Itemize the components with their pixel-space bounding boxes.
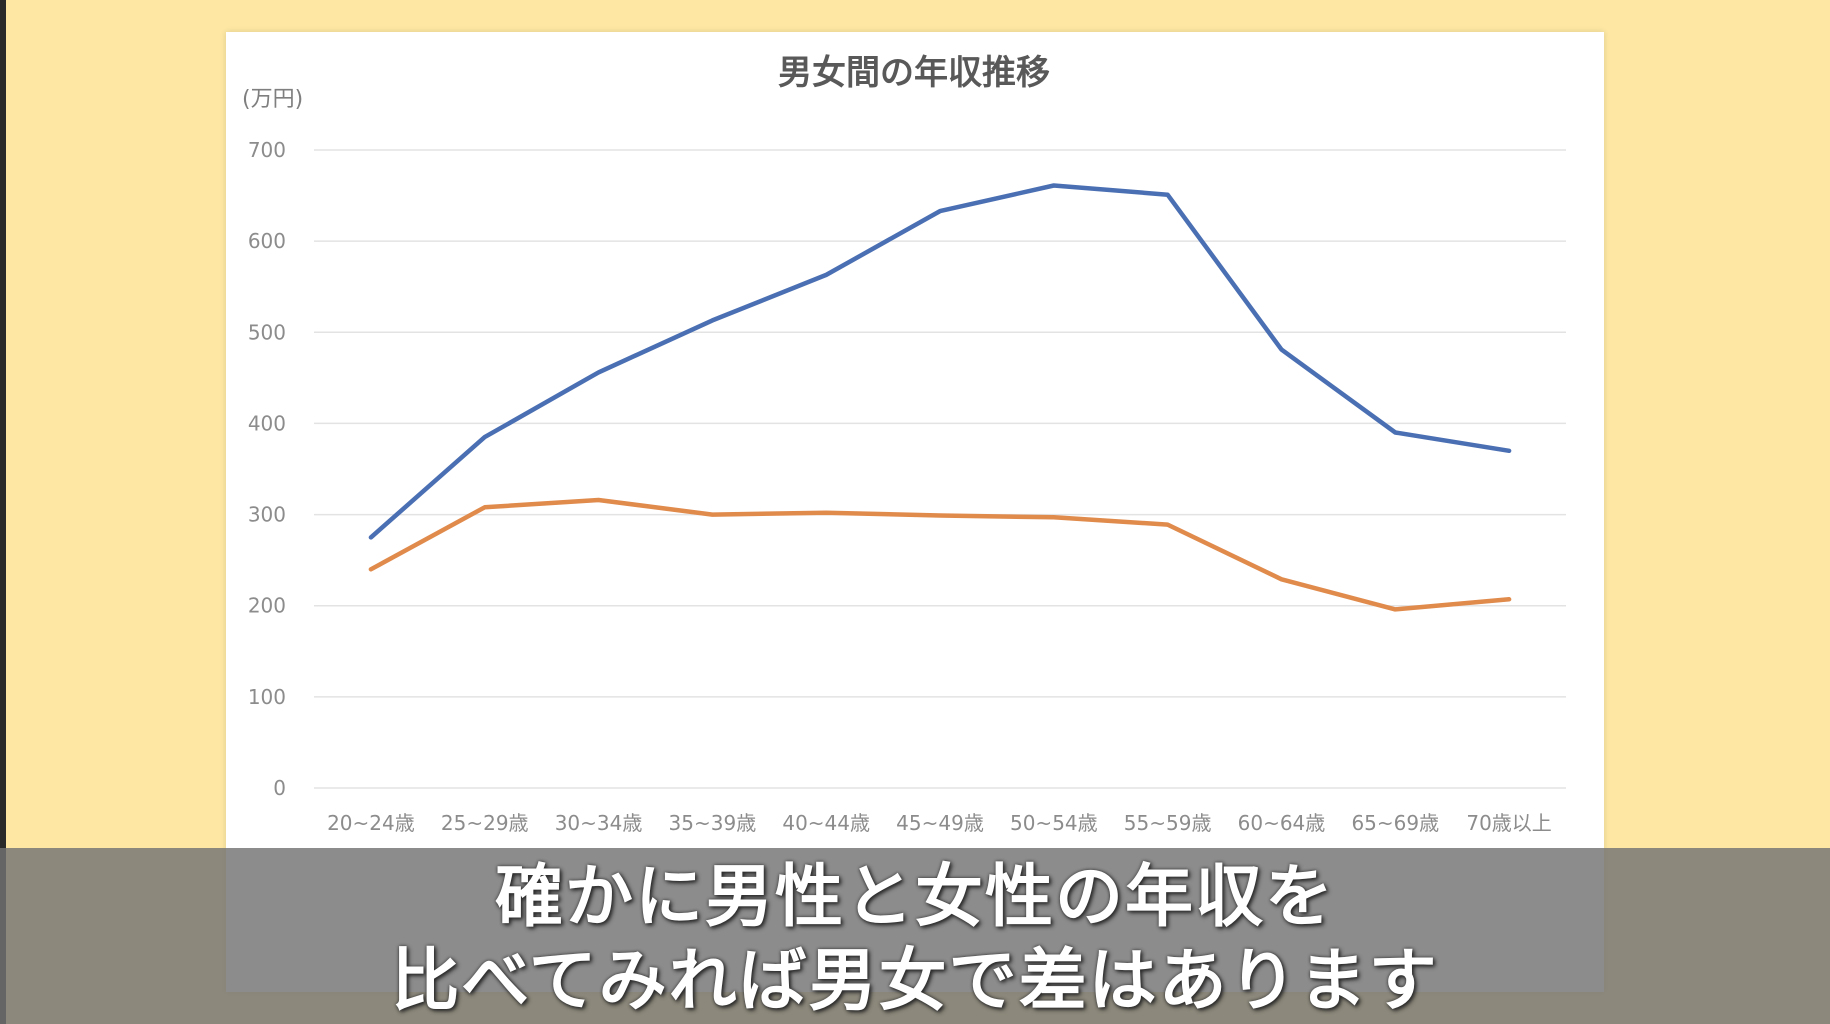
x-category-label: 65~69歳: [1351, 811, 1439, 835]
y-tick-label: 0: [273, 776, 286, 800]
x-category-label: 35~39歳: [669, 811, 757, 835]
y-tick-label: 100: [248, 685, 286, 709]
y-axis-unit-label: (万円): [242, 87, 303, 112]
series-lines: [368, 183, 1512, 612]
series-line-2: [368, 497, 1512, 612]
subtitle-line-1: 確かに男性と女性の年収を: [494, 858, 1335, 937]
line-chart: 0 100 200 300 400 500 600 700 20~24歳 25~29歳 30~34…: [242, 53, 1566, 835]
y-axis-ticks: 0 100 200 300 400 500 600 700: [248, 138, 286, 800]
subtitle-line-2: 比べてみれば男女で差はあります: [391, 942, 1439, 1021]
y-tick-label: 400: [248, 411, 286, 435]
y-tick-label: 300: [248, 503, 286, 527]
y-tick-label: 200: [248, 594, 286, 618]
x-category-label: 70歳以上: [1466, 811, 1551, 835]
y-tick-label: 600: [248, 229, 286, 253]
y-tick-label: 700: [248, 138, 286, 162]
y-tick-label: 500: [248, 320, 286, 344]
x-category-label: 40~44歳: [782, 811, 870, 835]
grid-lines: [314, 149, 1566, 789]
x-category-label: 50~54歳: [1010, 811, 1098, 835]
video-left-border: [0, 0, 6, 1024]
subtitle-band: [0, 848, 1830, 1024]
series-line-1: [368, 183, 1512, 540]
x-category-label: 20~24歳: [327, 811, 415, 835]
x-category-label: 60~64歳: [1238, 811, 1326, 835]
x-category-label: 25~29歳: [441, 811, 529, 835]
x-axis-categories: 20~24歳 25~29歳 30~34歳 35~39歳 40~44歳 45~49歳 50~5…: [327, 811, 1552, 835]
chart-title: 男女間の年収推移: [778, 53, 1050, 93]
x-category-label: 30~34歳: [555, 811, 643, 835]
x-category-label: 55~59歳: [1124, 811, 1212, 835]
x-category-label: 45~49歳: [896, 811, 984, 835]
chart-card: 0 100 200 300 400 500 600 700 20~24歳 25~29歳 30~34…: [226, 32, 1604, 992]
